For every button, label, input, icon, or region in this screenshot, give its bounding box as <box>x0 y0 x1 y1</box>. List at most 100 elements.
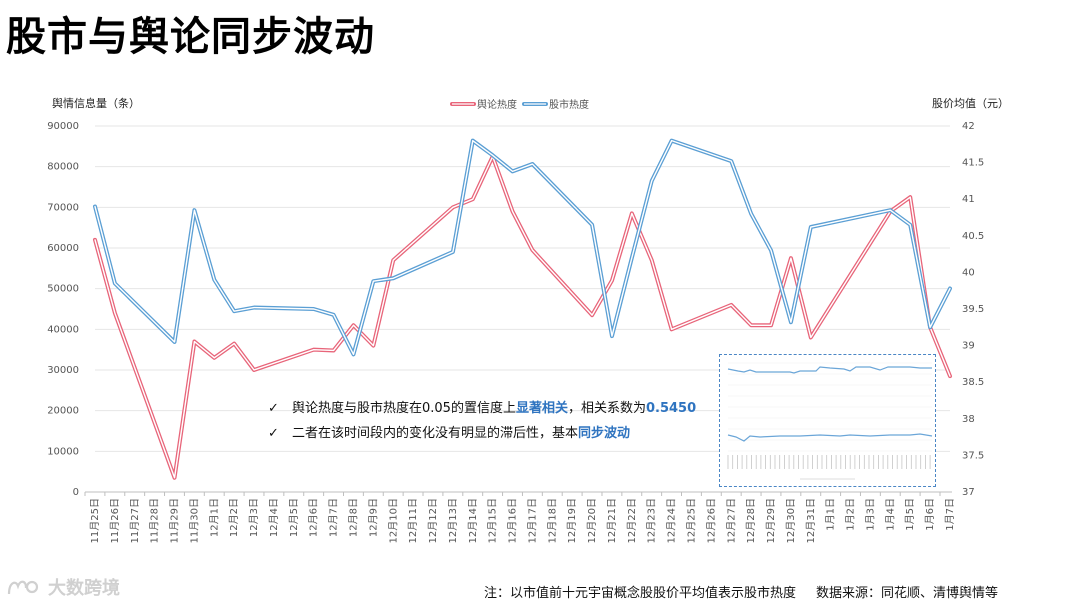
correlation-value: 0.5450 <box>645 401 697 416</box>
left-tick-label: 40000 <box>47 324 79 335</box>
inset-line-upper <box>727 366 932 374</box>
x-tick-label: 12月23日 <box>646 498 658 543</box>
note-1-mid: ，相关系数为 <box>567 401 646 416</box>
left-tick-label: 70000 <box>47 202 79 213</box>
series-line-inner-0 <box>94 155 951 479</box>
dual-axis-line-chart: 0 10000 20000 30000 40000 50000 60000 70000 8000… <box>47 96 1009 543</box>
x-tick-label: 12月19日 <box>566 498 578 543</box>
x-tick-label: 12月11日 <box>407 498 419 543</box>
footnote-note: 注：以市值前十元宇宙概念股股价平均值表示股市热度 <box>484 586 797 601</box>
right-tick-label: 40.5 <box>962 231 984 242</box>
note-1-highlight: 显著相关 <box>515 401 568 416</box>
note-2-highlight: 同步波动 <box>578 426 631 441</box>
right-tick-label: 37.5 <box>962 450 984 461</box>
footnote-source: 数据来源：同花顺、清博舆情等 <box>816 586 999 601</box>
x-tick-label: 12月30日 <box>785 498 797 543</box>
x-tick-label: 12月24日 <box>666 498 678 543</box>
x-tick-label: 12月1日 <box>208 498 220 537</box>
right-tick-label: 41.5 <box>962 158 984 169</box>
x-tick-label: 1月1日 <box>825 498 837 531</box>
x-tick-label: 12月21日 <box>606 498 618 543</box>
series-line-inner-1 <box>94 139 951 356</box>
x-tick-label: 12月9日 <box>367 498 379 537</box>
left-y-axis: 0 10000 20000 30000 40000 50000 60000 70000 8000… <box>47 121 79 498</box>
analysis-notes: ✓ 舆论热度与股市热度在0.05的置信度上显著相关，相关系数为0.5450 ✓ 二者… <box>268 396 696 446</box>
x-tick-label: 12月7日 <box>328 498 340 537</box>
x-tick-label: 12月10日 <box>387 498 399 543</box>
x-tick-label: 12月18日 <box>546 498 558 543</box>
x-tick-label: 1月6日 <box>924 498 936 531</box>
note-2-text: 二者在该时间段内的变化没有明显的滞后性，基本 <box>292 426 579 441</box>
right-tick-label: 39 <box>962 341 975 352</box>
x-tick-label: 12月29日 <box>765 498 777 543</box>
right-tick-label: 41 <box>962 194 975 205</box>
x-tick-label: 11月29日 <box>169 498 181 543</box>
x-tick-label: 1月5日 <box>904 498 916 531</box>
right-axis-title: 股价均值（元） <box>932 97 1009 110</box>
x-tick-label: 11月26日 <box>109 498 121 543</box>
left-tick-label: 90000 <box>47 121 79 132</box>
x-tick-label: 1月2日 <box>845 498 857 531</box>
x-tick-label: 12月31日 <box>805 498 817 543</box>
note-line-1: ✓ 舆论热度与股市热度在0.05的置信度上显著相关，相关系数为0.5450 <box>268 396 696 421</box>
x-tick-label: 12月4日 <box>268 498 280 537</box>
x-tick-label: 12月20日 <box>586 498 598 543</box>
inset-line-lower <box>727 433 933 442</box>
x-tick-label: 12月2日 <box>228 498 240 537</box>
right-tick-label: 37 <box>962 487 975 498</box>
logo-text: 大数跨境 <box>48 578 120 599</box>
x-tick-label: 12月25日 <box>686 498 698 543</box>
x-tick-label: 11月30日 <box>188 498 200 543</box>
left-tick-label: 60000 <box>47 243 79 254</box>
inset-mini-chart <box>727 362 933 480</box>
x-tick-label: 12月22日 <box>626 498 638 543</box>
x-tick-label: 11月28日 <box>149 498 161 543</box>
note-1-text: 舆论热度与股市热度在0.05的置信度上 <box>292 401 516 416</box>
check-icon: ✓ <box>268 401 279 416</box>
right-tick-label: 40 <box>962 267 975 278</box>
check-icon: ✓ <box>268 426 279 441</box>
x-tick-label: 12月26日 <box>705 498 717 543</box>
right-tick-label: 38.5 <box>962 377 984 388</box>
right-y-axis: 37 37.5 38 38.5 39 39.5 40 40.5 41 41.5 42 <box>962 121 984 498</box>
left-tick-label: 80000 <box>47 162 79 173</box>
x-tick-label: 11月27日 <box>129 498 141 543</box>
right-tick-label: 42 <box>962 121 975 132</box>
x-tick-label: 11月25日 <box>89 498 101 543</box>
legend-label: 舆论热度 <box>477 98 517 111</box>
right-tick-label: 38 <box>962 414 975 425</box>
x-tick-label: 12月8日 <box>347 498 359 537</box>
left-tick-label: 0 <box>73 487 79 498</box>
inset-thumbnail <box>719 354 936 487</box>
x-tick-label: 1月7日 <box>944 498 956 531</box>
x-tick-label: 12月3日 <box>248 498 260 537</box>
left-tick-label: 30000 <box>47 365 79 376</box>
series-lines <box>93 138 952 480</box>
left-axis-title: 舆情信息量（条） <box>52 96 140 110</box>
x-tick-label: 12月17日 <box>526 498 538 543</box>
x-axis: 11月25日 11月26日 11月27日 11月28日 11月29日 11月30日 12月1… <box>84 491 956 543</box>
left-tick-label: 50000 <box>47 284 79 295</box>
logo-mark-icon <box>6 576 42 598</box>
x-tick-label: 12月14日 <box>467 498 479 543</box>
left-tick-label: 20000 <box>47 406 79 417</box>
x-tick-label: 1月3日 <box>864 498 876 531</box>
x-tick-label: 12月28日 <box>745 498 757 543</box>
x-tick-label: 12月12日 <box>427 498 439 543</box>
legend-label: 股市热度 <box>549 98 589 111</box>
x-tick-label: 12月6日 <box>308 498 320 537</box>
inset-grid <box>728 362 932 452</box>
right-tick-label: 39.5 <box>962 304 984 315</box>
left-tick-label: 10000 <box>47 446 79 457</box>
x-tick-label: 12月15日 <box>487 498 499 543</box>
logo: 大数跨境 <box>6 574 120 600</box>
x-tick-label: 12月27日 <box>725 498 737 543</box>
x-tick-label: 12月16日 <box>507 498 519 543</box>
note-line-2: ✓ 二者在该时间段内的变化没有明显的滞后性，基本同步波动 <box>268 421 696 446</box>
x-tick-label: 12月13日 <box>447 498 459 543</box>
inset-x-labels <box>727 455 931 469</box>
chart-legend: 舆论热度 股市热度 <box>450 98 589 111</box>
x-tick-label: 12月5日 <box>288 498 300 537</box>
footnote: 注：以市值前十元宇宙概念股股价平均值表示股市热度 数据来源：同花顺、清博舆情等 <box>484 582 998 601</box>
x-tick-label: 1月4日 <box>884 498 896 531</box>
